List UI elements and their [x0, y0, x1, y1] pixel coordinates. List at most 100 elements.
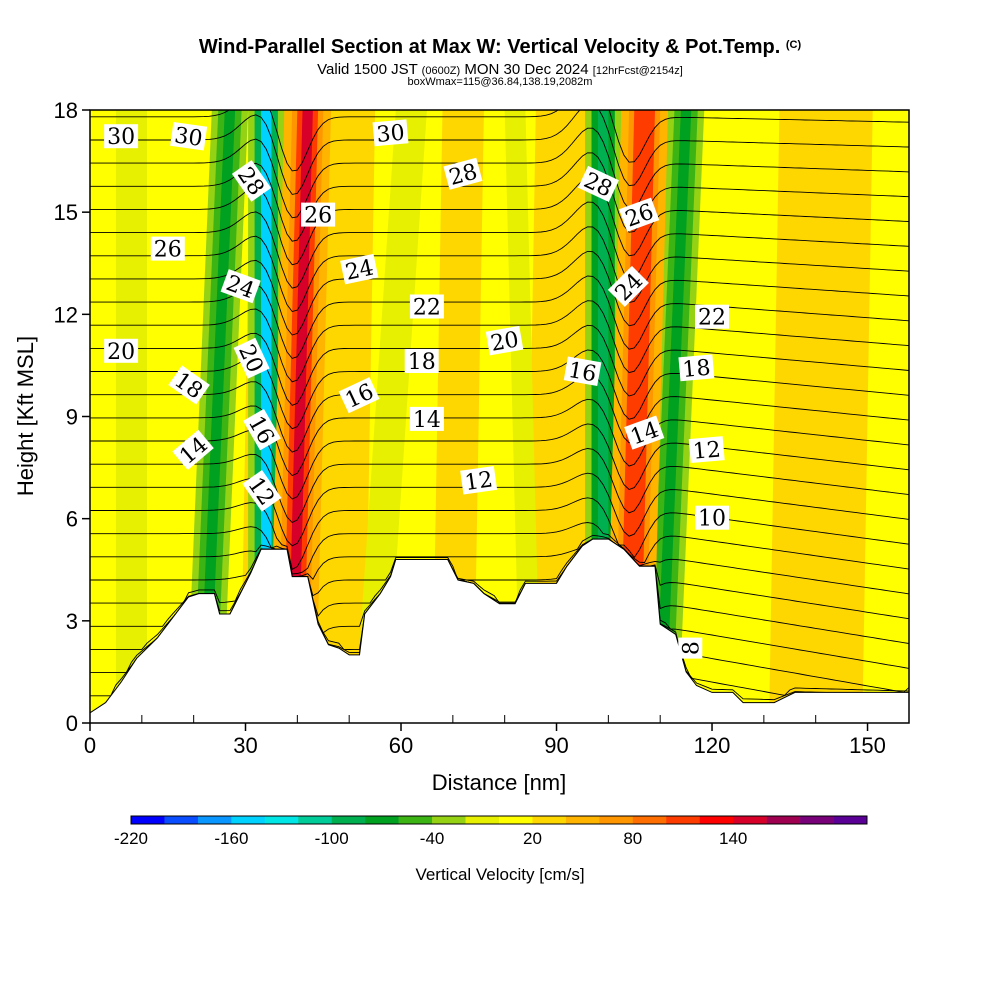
colorbar-swatch — [231, 816, 266, 824]
contour-label: 26 — [619, 197, 660, 233]
contour-label-text: 10 — [698, 507, 726, 532]
colorbar-tick-label: 140 — [719, 829, 747, 848]
contour-label-text: 30 — [173, 123, 204, 152]
isentrope-line — [90, 534, 909, 595]
isentrope-line — [90, 349, 909, 430]
y-tick-label: 12 — [54, 302, 78, 327]
y-tick-label: 15 — [54, 200, 78, 225]
colorbar-swatch — [164, 816, 199, 824]
contour-label: 26 — [301, 202, 336, 229]
colorbar-tick-label: 80 — [623, 829, 642, 848]
colorbar-tick-label: 20 — [523, 829, 542, 848]
contour-label: 18 — [678, 354, 715, 383]
colorbar-label: Vertical Velocity [cm/s] — [415, 865, 584, 884]
isentrope-line — [90, 226, 909, 313]
contour-label-box — [607, 265, 649, 307]
box-info: boxWmax=115@36.84,138.19,2082m — [407, 76, 593, 88]
colorbar-swatch — [833, 816, 868, 824]
contour-label-text: 16 — [566, 358, 598, 387]
contour-label-text: 22 — [698, 306, 726, 331]
downdraft-band-core — [198, 110, 236, 723]
x-tick-label: 90 — [544, 733, 568, 758]
contour-label-text: 8 — [679, 641, 704, 655]
contour-label-box — [409, 294, 444, 319]
contour-label-box — [619, 197, 660, 232]
isentrope-line — [90, 538, 909, 669]
colorbar-swatch — [699, 816, 734, 824]
colorbar-swatch — [666, 816, 701, 824]
forecast-info: [12hrFcst@2154z] — [592, 65, 683, 77]
contour-label: 20 — [104, 338, 139, 365]
colorbar-swatch — [632, 816, 667, 824]
field-patch — [504, 110, 541, 723]
contour-label: 10 — [695, 505, 729, 532]
terrain — [90, 538, 909, 723]
field-patch — [769, 110, 873, 723]
contour-label: 24 — [340, 253, 379, 286]
colorbar-swatch — [565, 816, 600, 824]
valid-prefix: Valid 1500 JST — [317, 61, 418, 78]
field-patch — [354, 110, 427, 723]
contour-label-text: 18 — [682, 356, 712, 383]
isentrope-line — [90, 250, 909, 336]
x-tick-label: 60 — [389, 733, 413, 758]
contour-label-text: 22 — [413, 296, 441, 321]
contour-label-box — [168, 365, 210, 405]
colorbar-tick-label: -100 — [315, 829, 349, 848]
contour-label: 28 — [443, 157, 483, 191]
x-tick-label: 120 — [694, 733, 731, 758]
contour-label: 26 — [150, 236, 185, 263]
downdraft-band-core — [655, 110, 692, 723]
isentrope-line — [90, 472, 909, 547]
contour-label-box — [485, 325, 524, 356]
colorbar-swatch — [298, 816, 333, 824]
contour-label-box — [340, 253, 379, 285]
contour-label-box — [231, 160, 272, 202]
contour-label-text: 26 — [154, 238, 182, 263]
x-axis-title: Distance [nm] — [432, 770, 567, 795]
y-tick-label: 6 — [66, 507, 78, 532]
colorbar-tick-label: -40 — [420, 829, 445, 848]
contour-label-text: 14 — [413, 408, 441, 433]
contour-label-text: 24 — [343, 255, 376, 285]
colorbar-swatch — [365, 816, 399, 824]
contour-label-box — [460, 465, 498, 495]
contour-label-box — [338, 377, 380, 414]
contour-label-box — [409, 406, 444, 431]
colorbar-swatch — [197, 816, 232, 824]
contour-label-text: 30 — [107, 125, 135, 150]
isentrope-line — [90, 110, 909, 172]
isentrope-line — [90, 448, 909, 523]
contour-label-box — [678, 637, 703, 659]
contour-label: 14 — [409, 406, 444, 433]
contour-label: 12 — [460, 465, 498, 496]
contour-label-box — [443, 157, 483, 190]
contour-label-text: 30 — [376, 121, 406, 148]
isentrope-line — [90, 538, 909, 620]
contour-label-box — [170, 121, 208, 151]
colorbar-tick-label: -160 — [214, 829, 248, 848]
colorbar-swatch — [432, 816, 466, 824]
contour-label-box — [695, 505, 729, 530]
contour-label-box — [233, 337, 270, 379]
contour-label-box — [172, 429, 214, 470]
valid-date: MON 30 Dec 2024 — [464, 61, 589, 78]
contour-label: 30 — [104, 124, 139, 150]
colorbar-swatch — [264, 816, 299, 824]
contour-label: 30 — [170, 121, 208, 152]
field-patch — [115, 110, 148, 723]
chart-subtitle: Valid 1500 JST (0600Z) MON 30 Dec 2024 [… — [0, 61, 1000, 78]
contour-label-box — [220, 269, 261, 304]
colorbar-swatch — [599, 816, 634, 824]
updraft-band-core — [286, 110, 313, 723]
contour-label-box — [688, 436, 725, 464]
x-tick-label: 150 — [849, 733, 886, 758]
colorbar-swatch — [499, 816, 533, 824]
contour-label-text: 20 — [107, 340, 135, 365]
colorbar-frame — [130, 815, 868, 825]
isentrope-line — [90, 538, 909, 644]
isentrope-line — [90, 110, 909, 195]
contour-label: 18 — [404, 349, 439, 375]
